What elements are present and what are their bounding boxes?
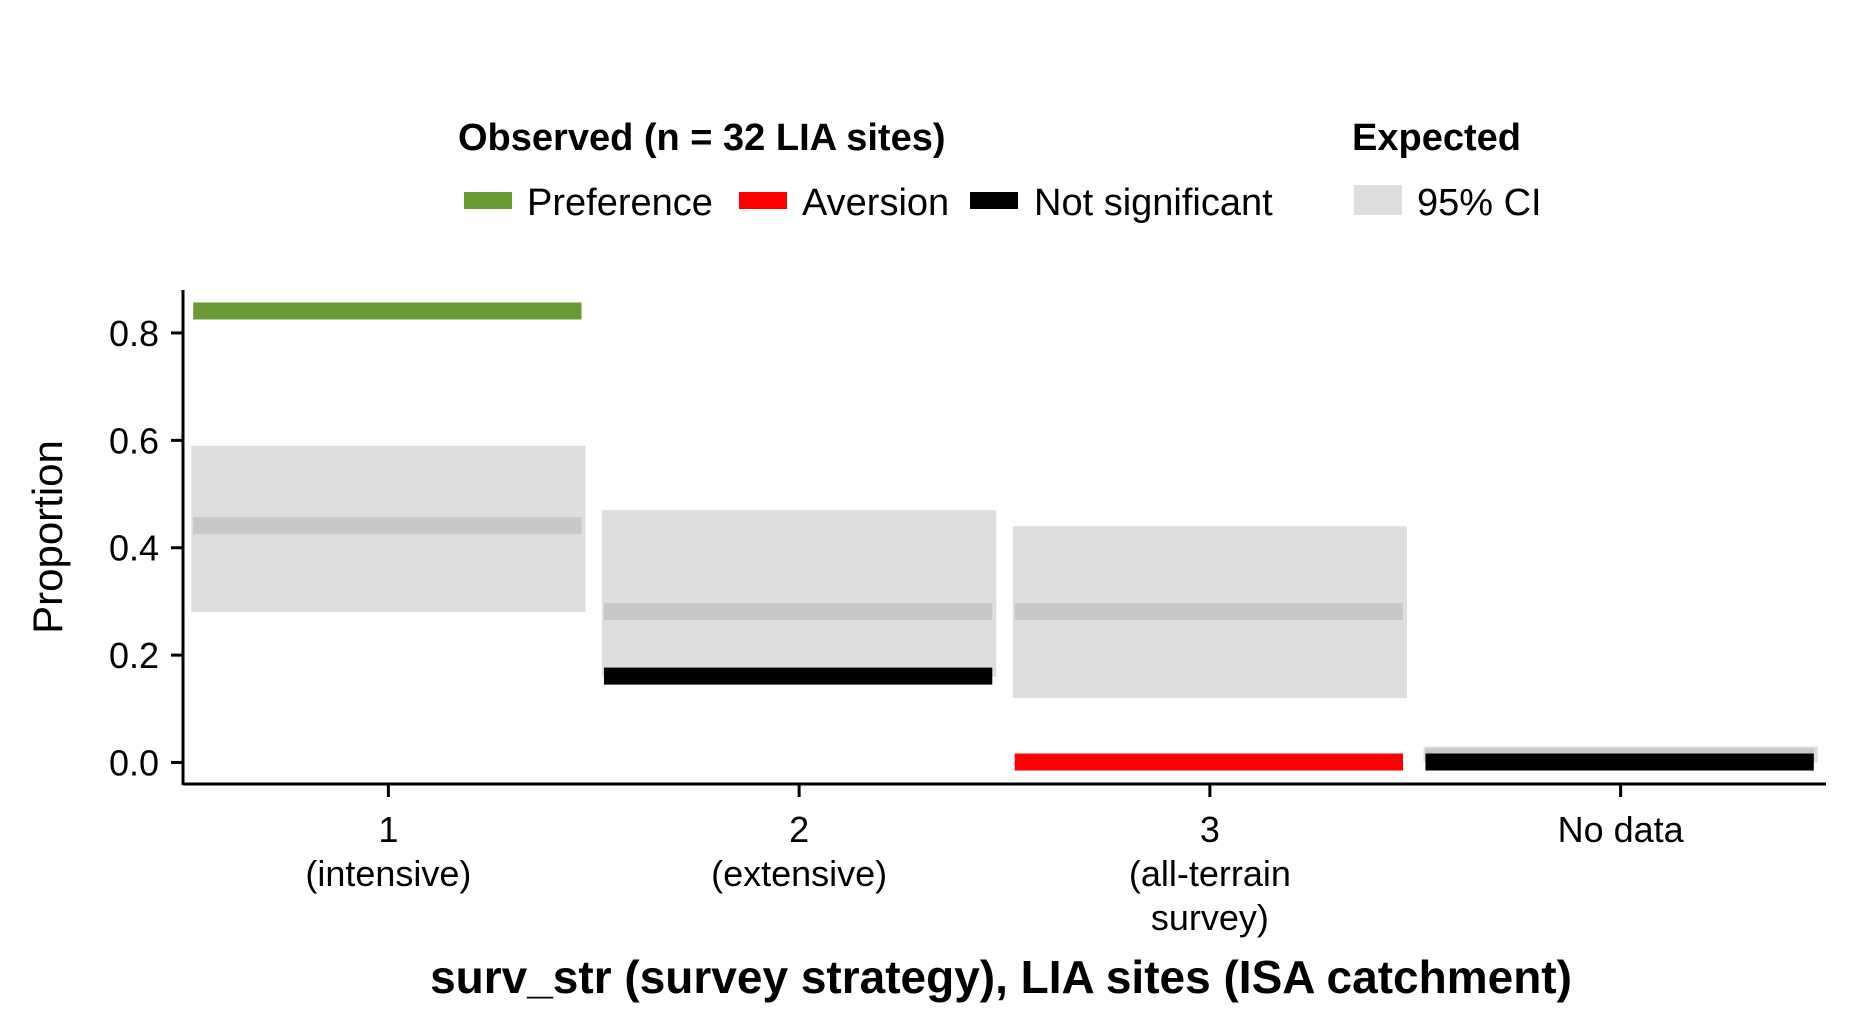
observed-layer: [193, 302, 1814, 771]
observed-bar-2: [603, 667, 993, 685]
x-tick-label-4: No data: [1558, 809, 1685, 850]
y-tick-label: 0.4: [109, 528, 159, 569]
legend-observed-title: Observed (n = 32 LIA sites): [458, 117, 946, 159]
ci-band-2: [601, 510, 997, 677]
y-tick-label: 0.6: [109, 420, 159, 461]
y-tick-label: 0.8: [109, 313, 159, 354]
legend-aversion-swatch: [739, 192, 787, 209]
x-axis-ticks: 1 (intensive) 2 (extensive) 3 (all-terrain sur…: [305, 784, 1685, 938]
expected-mean-2: [603, 603, 993, 621]
legend-not-significant-swatch: [970, 192, 1018, 209]
expected-mean-3: [1014, 603, 1404, 621]
y-tick-label: 0.0: [109, 743, 159, 784]
y-axis-title: Proportion: [24, 440, 71, 634]
x-tick-label-2: 2 (extensive): [711, 809, 887, 894]
legend-ci-swatch: [1354, 185, 1402, 215]
observed-bar-3: [1014, 753, 1404, 771]
legend-ci-label: 95% CI: [1417, 182, 1542, 224]
observed-bar-4: [1425, 753, 1814, 771]
x-tick-label-1: 1 (intensive): [305, 809, 471, 894]
observed-bar-1: [193, 302, 582, 320]
legend-expected-title: Expected: [1352, 117, 1521, 159]
y-axis-ticks: 0.0 0.2 0.4 0.6 0.8: [109, 313, 183, 784]
y-tick-label: 0.2: [109, 635, 159, 676]
x-tick-label-3: 3 (all-terrain survey): [1129, 809, 1291, 938]
legend-preference-swatch: [464, 192, 512, 209]
x-axis-title: surv_str (survey strategy), LIA sites (I…: [430, 951, 1572, 1003]
expected-mean-1: [193, 517, 582, 535]
legend-aversion-label: Aversion: [802, 182, 949, 224]
legend: Observed (n = 32 LIA sites) Expected Pre…: [458, 117, 1542, 224]
expected-ci-layer: [191, 445, 1818, 766]
legend-not-significant-label: Not significant: [1034, 182, 1273, 224]
legend-preference-label: Preference: [527, 182, 713, 224]
